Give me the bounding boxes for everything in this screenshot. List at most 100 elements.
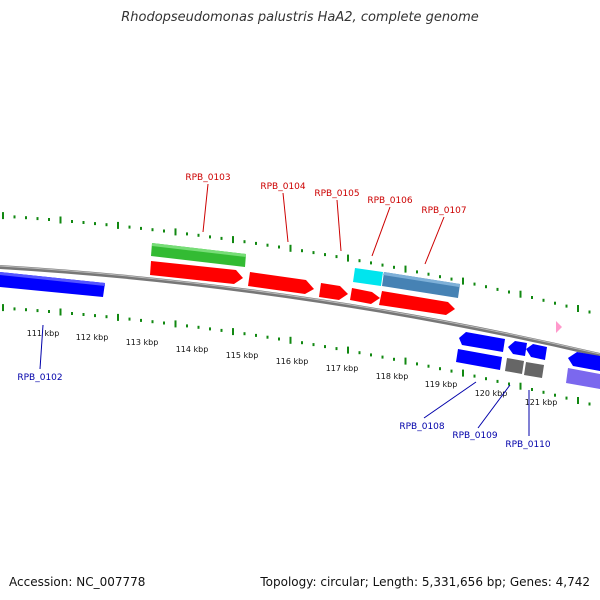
genome-backbone-highlight (0, 265, 600, 355)
gene-label-RPB_0104[interactable]: RPB_0104 (260, 182, 306, 192)
gc-tick (416, 270, 418, 274)
gc-tick (531, 296, 533, 299)
ruler-label: 111 kbp (27, 329, 60, 338)
gene-RPB_0107-feature[interactable] (382, 272, 460, 298)
gene-RPB_0109-grey-feature[interactable] (505, 358, 524, 374)
genome-backbone (0, 265, 600, 357)
cds-right-edge-blue[interactable] (568, 352, 600, 371)
cds-RPB_0102[interactable] (0, 272, 105, 297)
gc-tick (427, 364, 430, 368)
gene-label-RPB_0108[interactable]: RPB_0108 (399, 422, 445, 432)
gc-tick (59, 308, 62, 316)
gc-content-track-upper (2, 212, 591, 314)
accession-text: Accession: NC_007778 (9, 575, 146, 589)
cds-RPB_0105[interactable] (319, 283, 348, 300)
ruler-label: 117 kbp (326, 364, 359, 373)
ruler-label: 116 kbp (276, 357, 309, 366)
gc-tick (255, 333, 257, 337)
gc-tick (36, 309, 39, 313)
leader-line (477, 384, 511, 429)
gc-tick (588, 310, 591, 314)
gc-tick (232, 236, 234, 244)
gene-label-RPB_0105[interactable]: RPB_0105 (314, 189, 359, 199)
gc-tick (508, 290, 510, 294)
gene-label-RPB_0103[interactable]: RPB_0103 (185, 173, 230, 183)
reverse-feature-track (0, 272, 600, 389)
gene-RPB_0103-rna-feature[interactable] (151, 243, 246, 267)
leader-line (202, 183, 209, 233)
gc-tick (577, 305, 579, 312)
feature-shading (152, 243, 246, 257)
gc-tick (163, 229, 165, 233)
gc-tick (289, 244, 292, 252)
gene-RPB_0110-grey-feature[interactable] (524, 362, 544, 378)
gc-tick (255, 241, 257, 245)
gc-tick (427, 272, 430, 276)
leader-line (424, 216, 445, 265)
ruler-label: 120 kbp (475, 389, 508, 398)
gc-tick (128, 317, 131, 321)
gc-tick (473, 282, 476, 286)
gc-tick (358, 351, 361, 355)
ruler-label: 114 kbp (176, 345, 209, 354)
gc-tick (393, 265, 395, 269)
gc-tick (381, 355, 384, 359)
gc-tick (82, 313, 85, 316)
gc-tick (117, 221, 119, 229)
gc-tick (347, 346, 349, 354)
gc-tick (243, 240, 246, 244)
gc-tick (278, 337, 280, 341)
cds-RPB_0110a[interactable] (526, 344, 547, 360)
gc-tick (220, 236, 223, 240)
ruler-label: 119 kbp (425, 380, 458, 389)
feature-right-edge-purple[interactable] (566, 368, 600, 389)
leader-line (423, 381, 477, 419)
gene-label-RPB_0109[interactable]: RPB_0109 (452, 431, 498, 441)
gene-label-RPB_0106[interactable]: RPB_0106 (367, 196, 413, 206)
gene-label-RPB_0102[interactable]: RPB_0102 (17, 373, 62, 383)
gc-tick (151, 320, 154, 324)
cds-RPB_0106[interactable] (350, 288, 380, 304)
cds-RPB_0104[interactable] (248, 272, 314, 294)
gc-tick (381, 263, 384, 267)
gc-tick (13, 307, 16, 311)
gc-tick (71, 312, 73, 315)
gc-tick (243, 332, 246, 336)
gc-tick (473, 374, 476, 378)
gc-tick (289, 336, 292, 344)
gene-label-RPB_0110[interactable]: RPB_0110 (505, 440, 551, 450)
gene-RPB_0106-feature[interactable] (353, 268, 383, 286)
gc-tick (174, 228, 177, 236)
cds-RPB_0103[interactable] (150, 261, 243, 284)
gene-label-RPB_0107[interactable]: RPB_0107 (421, 206, 466, 216)
gc-tick (2, 212, 4, 220)
gc-tick (404, 357, 407, 365)
gc-tick (335, 347, 338, 351)
ruler-ticks: 111 kbp 112 kbp 113 kbp 114 kbp 115 kbp 116 k… (27, 329, 558, 407)
gc-tick (519, 290, 522, 298)
gc-tick (197, 233, 200, 237)
cds-RPB_0108b[interactable] (456, 349, 502, 370)
gc-tick (312, 343, 315, 347)
gc-tick (174, 320, 177, 328)
gc-tick (140, 318, 142, 322)
gc-tick (312, 251, 315, 255)
gc-tick (577, 397, 579, 404)
gc-tick (48, 310, 50, 313)
gc-tick (588, 402, 591, 406)
gc-tick (450, 369, 453, 373)
gc-tick (370, 261, 372, 265)
gc-tick (94, 222, 96, 226)
gc-tick (347, 254, 349, 262)
forward-feature-track (150, 243, 460, 315)
gc-tick (370, 353, 372, 357)
cds-RPB_0106b[interactable] (379, 291, 455, 315)
gc-tick (439, 367, 441, 371)
gc-tick (531, 388, 533, 391)
gc-tick (163, 321, 165, 325)
cds-RPB_0108a[interactable] (459, 332, 505, 352)
map-title: Rhodopseudomonas palustris HaA2, complet… (121, 10, 479, 25)
cds-RPB_0109a[interactable] (508, 341, 527, 356)
genome-stats-text: Topology: circular; Length: 5,331,656 bp… (260, 575, 590, 589)
gc-tick (335, 255, 338, 259)
